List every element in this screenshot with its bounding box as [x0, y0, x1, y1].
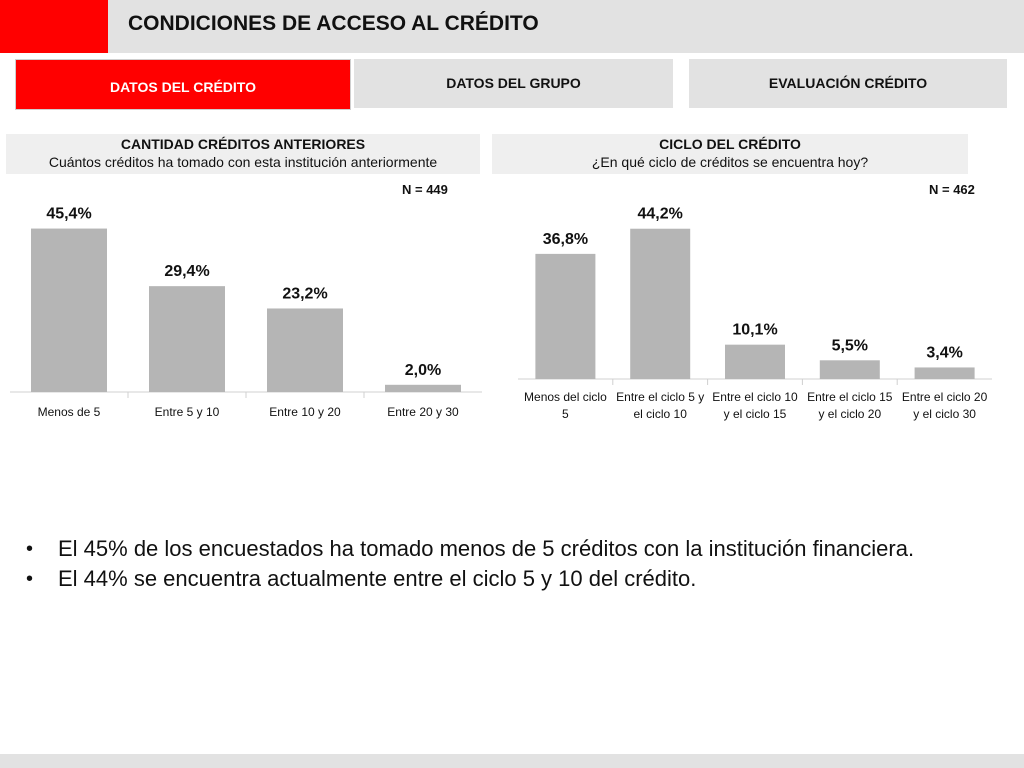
finding-item: El 45% de los encuestados ha tomado meno…	[26, 534, 1006, 564]
bar-chart-ciclo-credito: 36,8% Menos del ciclo 5 44,2% Entre el ciclo…	[518, 206, 992, 421]
bar-chart-cantidad-creditos: 45,4% Menos de 5 29,4% Entre 5 y 10 23,2% Ent…	[10, 206, 482, 419]
data-label: 44,2%	[638, 206, 683, 223]
x-tick-label: Entre 10 y 20	[269, 405, 341, 419]
bar	[914, 367, 975, 379]
data-label: 5,5%	[832, 337, 868, 354]
bar	[819, 360, 880, 379]
x-tick-label: y el ciclo 15	[724, 407, 787, 421]
x-tick-label: Entre el ciclo 10	[712, 390, 798, 404]
data-label: 3,4%	[926, 344, 962, 361]
finding-item: El 44% se encuentra actualmente entre el…	[26, 564, 1006, 594]
x-tick-label: y el ciclo 30	[913, 407, 976, 421]
chart-header: CANTIDAD CRÉDITOS ANTERIORES Cuántos cré…	[6, 134, 480, 174]
x-tick-label: Entre 20 y 30	[387, 405, 459, 419]
sample-size-label: N = 449	[402, 182, 448, 197]
x-tick-label: Entre el ciclo 20	[902, 390, 988, 404]
data-label: 36,8%	[543, 231, 588, 248]
footer-bar	[0, 754, 1024, 768]
x-tick-label: y el ciclo 20	[818, 407, 881, 421]
sample-size-label: N = 462	[929, 182, 975, 197]
bar	[267, 308, 343, 392]
bar	[725, 344, 785, 379]
tab-datos-del-grupo[interactable]: DATOS DEL GRUPO	[354, 59, 673, 108]
chart-header: CICLO DEL CRÉDITO ¿En qué ciclo de crédi…	[492, 134, 968, 174]
x-tick-label: Entre el ciclo 15	[807, 390, 893, 404]
bar	[630, 228, 691, 379]
chart-cantidad-creditos: CANTIDAD CRÉDITOS ANTERIORES Cuántos cré…	[6, 134, 486, 434]
data-label: 23,2%	[282, 285, 327, 302]
chart-ciclo-credito: CICLO DEL CRÉDITO ¿En qué ciclo de crédi…	[492, 134, 992, 434]
tab-evaluacion-credito[interactable]: EVALUACIÓN CRÉDITO	[689, 59, 1007, 108]
bar	[385, 384, 461, 392]
x-tick-label: Entre 5 y 10	[155, 405, 220, 419]
data-label: 2,0%	[405, 362, 441, 379]
data-label: 45,4%	[46, 206, 91, 223]
x-tick-label: Menos del ciclo	[524, 390, 607, 404]
header-bar: CONDICIONES DE ACCESO AL CRÉDITO	[108, 0, 1024, 53]
bar	[149, 286, 225, 392]
x-tick-label: Menos de 5	[38, 405, 101, 419]
header-accent	[0, 0, 108, 53]
x-tick-label: 5	[562, 407, 569, 421]
page-title: CONDICIONES DE ACCESO AL CRÉDITO	[128, 12, 539, 35]
chart-subtitle: Cuántos créditos ha tomado con esta inst…	[48, 154, 438, 170]
x-tick-label: Entre el ciclo 5 y	[616, 390, 704, 404]
data-label: 29,4%	[164, 263, 209, 280]
data-label: 10,1%	[732, 322, 777, 339]
chart-subtitle: ¿En qué ciclo de créditos se encuentra h…	[591, 154, 869, 170]
bar	[31, 228, 107, 392]
findings-list: El 45% de los encuestados ha tomado meno…	[26, 534, 1006, 594]
bar	[535, 253, 596, 379]
chart-title: CANTIDAD CRÉDITOS ANTERIORES	[120, 136, 366, 152]
chart-title: CICLO DEL CRÉDITO	[659, 136, 801, 152]
x-tick-label: el ciclo 10	[634, 407, 688, 421]
tab-datos-del-credito[interactable]: DATOS DEL CRÉDITO	[15, 59, 351, 110]
